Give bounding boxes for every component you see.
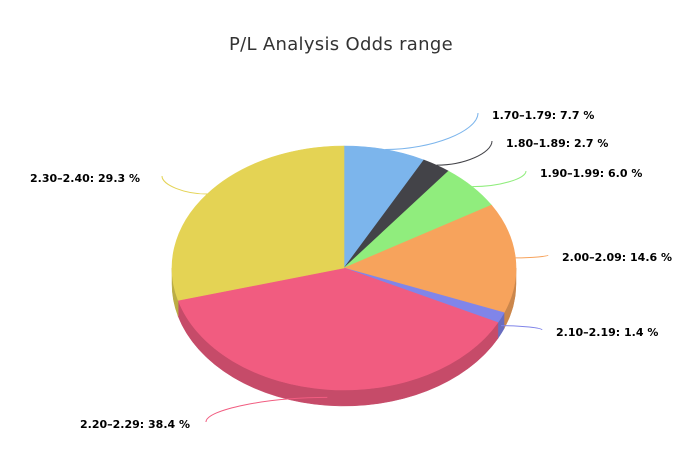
slice-label-2: 1.80–1.89: 2.7 %	[506, 137, 608, 150]
connector-line-3	[472, 170, 527, 188]
slice-label-4: 2.00–2.09: 14.6 %	[562, 251, 672, 264]
chart-title: P/L Analysis Odds range	[229, 34, 453, 55]
pie-slice-7[interactable]	[171, 145, 345, 301]
slice-label-6: 2.20–2.29: 38.4 %	[80, 418, 190, 431]
slice-label-7: 2.30–2.40: 29.3 %	[30, 172, 140, 185]
pie-slice-4[interactable]	[343, 204, 517, 313]
connector-line-5	[501, 325, 543, 331]
connector-line-4	[515, 254, 549, 259]
slice-label-5: 2.10–2.19: 1.4 %	[556, 326, 658, 339]
pie-slice-6[interactable]	[177, 267, 499, 391]
connector-line-6	[205, 396, 328, 423]
slice-label-1: 1.70–1.79: 7.7 %	[492, 109, 594, 122]
slice-label-3: 1.90–1.99: 6.0 %	[540, 167, 642, 180]
connector-line-2	[436, 140, 493, 166]
connector-line-1	[385, 112, 479, 151]
connector-line-7	[161, 175, 208, 195]
